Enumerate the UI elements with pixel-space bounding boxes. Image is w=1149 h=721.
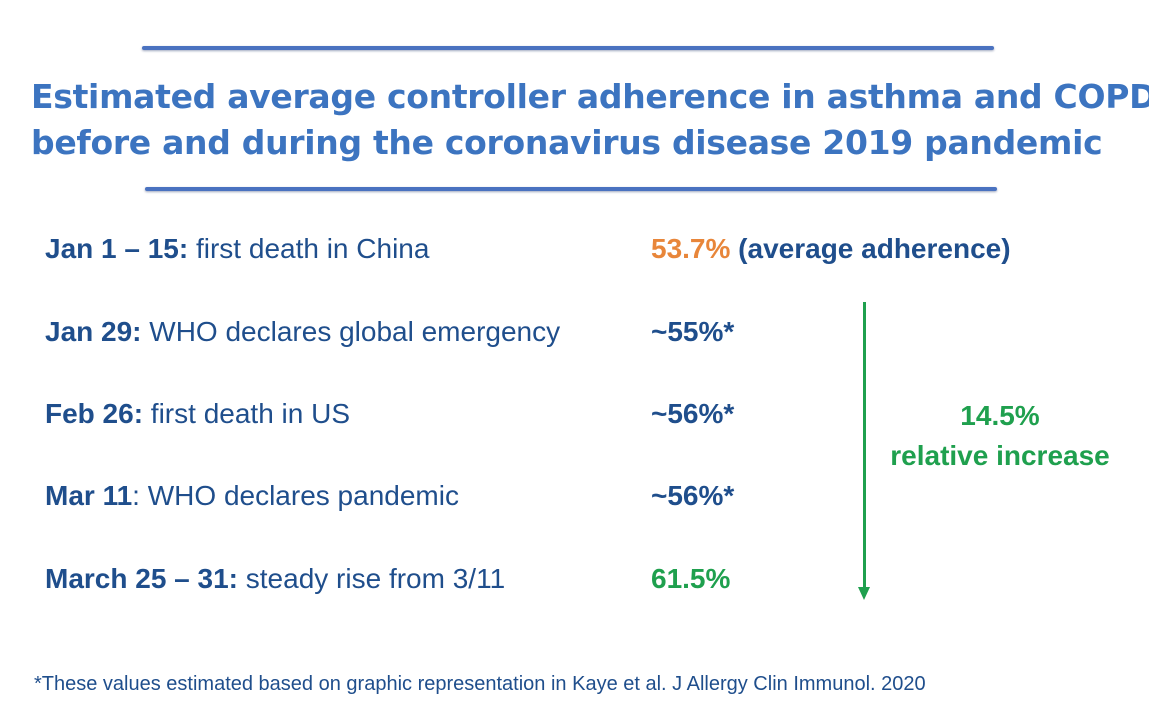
event-row-mar-25: March 25 – 31: steady rise from 3/11: [45, 563, 505, 595]
baseline-adherence-value: 53.7%: [651, 233, 731, 264]
event-date: Jan 1 – 15:: [45, 233, 189, 264]
trend-arrow-line: [863, 302, 866, 589]
event-date: March 25 – 31:: [45, 563, 238, 594]
adherence-value-feb-26: ~56%*: [651, 398, 735, 429]
increase-amount: 14.5%: [960, 400, 1040, 431]
top-divider: [142, 46, 994, 50]
average-adherence-note: (average adherence): [730, 233, 1011, 264]
event-description: first death in China: [188, 233, 430, 264]
relative-increase-callout: 14.5% relative increase: [878, 396, 1122, 476]
title-line-1: Estimated average controller adherence i…: [31, 77, 1149, 116]
event-row-mar-11: Mar 11: WHO declares pandemic: [45, 480, 459, 512]
event-row-feb-26: Feb 26: first death in US: [45, 398, 350, 430]
event-description: steady rise from 3/11: [238, 563, 506, 594]
title-line-2: before and during the coronavirus diseas…: [31, 123, 1103, 162]
event-description: WHO declares global emergency: [141, 316, 561, 347]
down-arrow-icon: [858, 587, 870, 600]
event-row-jan-1: Jan 1 – 15: first death in China: [45, 233, 429, 265]
event-description: : WHO declares pandemic: [132, 480, 459, 511]
adherence-value-jan-29: ~55%*: [651, 316, 735, 347]
page-title: Estimated average controller adherence i…: [31, 74, 1149, 166]
adherence-value-jan-1: 53.7% (average adherence): [651, 233, 1011, 265]
adherence-value-mar-25: 61.5%: [651, 563, 731, 594]
event-date: Mar 11: [45, 480, 133, 511]
event-description: first death in US: [143, 398, 351, 429]
footnote: *These values estimated based on graphic…: [34, 673, 926, 695]
event-date: Jan 29:: [45, 316, 142, 347]
increase-label: relative increase: [890, 440, 1110, 471]
adherence-value-mar-11: ~56%*: [651, 480, 735, 511]
bottom-divider: [145, 187, 997, 191]
event-date: Feb 26:: [45, 398, 144, 429]
event-row-jan-29: Jan 29: WHO declares global emergency: [45, 316, 560, 348]
